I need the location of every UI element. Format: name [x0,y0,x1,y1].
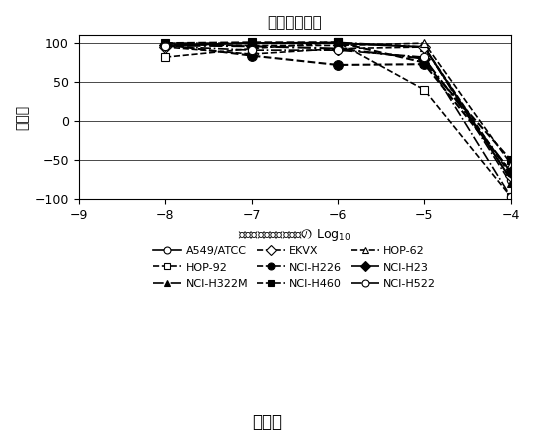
Text: 図４Ｂ: 図４Ｂ [253,413,282,430]
Legend: A549/ATCC, HOP-92, NCI-H322M, EKVX, NCI-H226, NCI-H460, HOP-62, NCI-H23, NCI-H52: A549/ATCC, HOP-92, NCI-H322M, EKVX, NCI-… [153,246,436,289]
Y-axis label: 増殖率: 増殖率 [15,105,29,130]
Title: 非小細胞肺癌: 非小細胞肺癌 [268,15,322,30]
X-axis label: $\mathregular{サンプル濃度（モル）の\ Log_{10}}$: $\mathregular{サンプル濃度（モル）の\ Log_{10}}$ [238,227,351,243]
